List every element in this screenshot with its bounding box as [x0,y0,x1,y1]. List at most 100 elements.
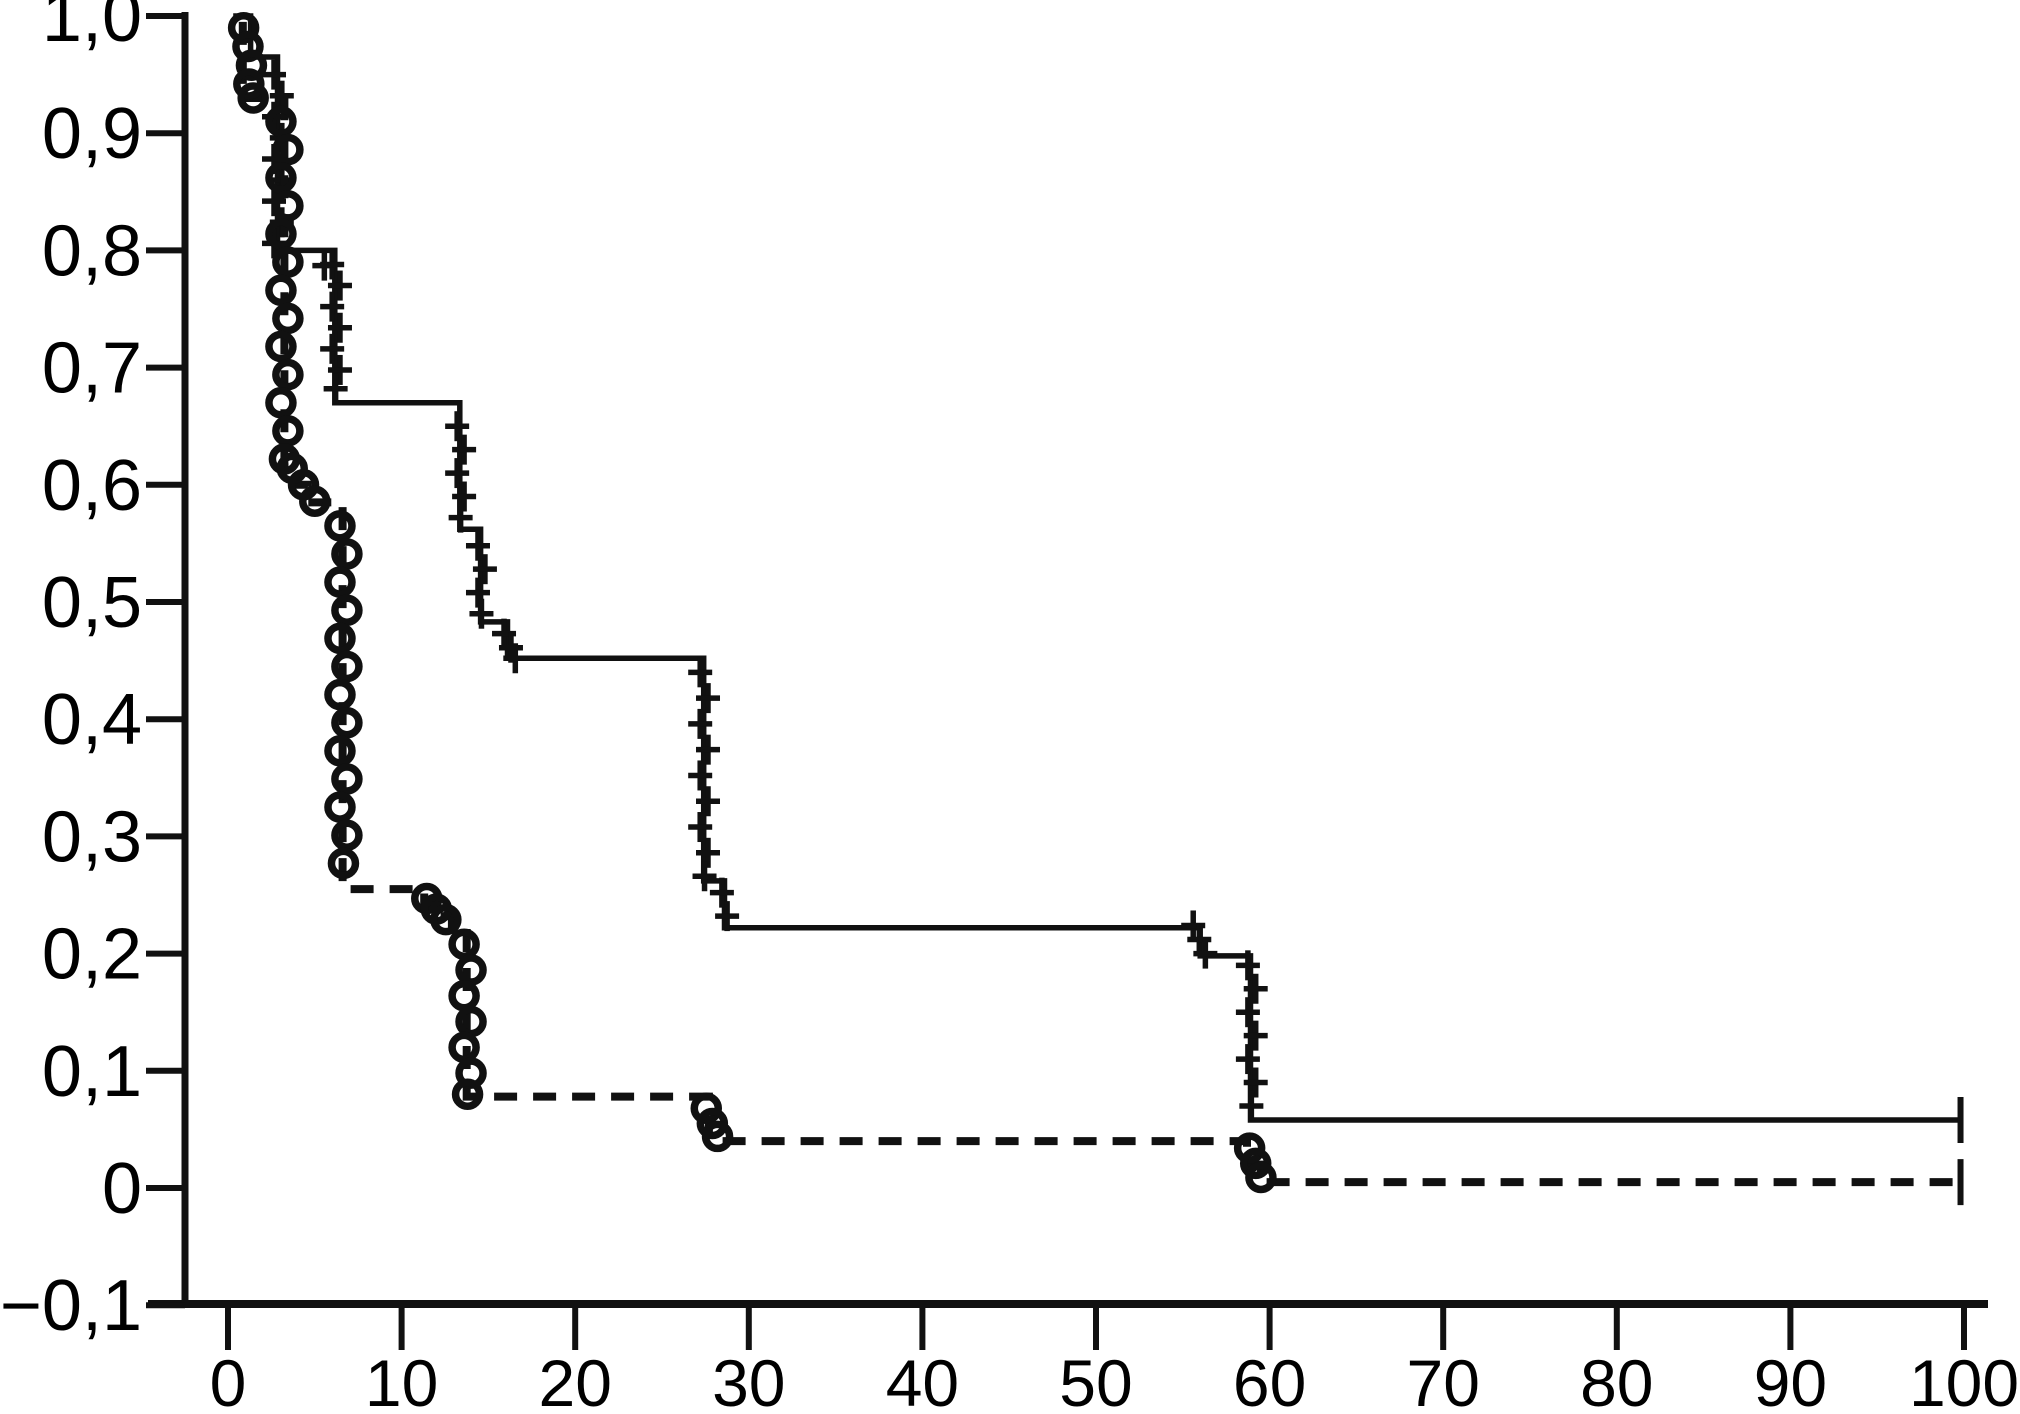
y-axis-tick-label: 0 [102,1149,142,1229]
censor-plus-mark [448,502,473,533]
censor-plus-mark [320,249,345,280]
censor-circle-mark [690,1092,723,1125]
censor-plus-mark [688,708,713,739]
censor-plus-mark [696,683,721,714]
censor-circle-mark [299,485,331,517]
x-axis-tick-label: 40 [886,1346,959,1414]
censor-circle-mark [324,566,356,598]
censor-plus-mark [1193,938,1218,969]
censor-circle-mark [235,49,268,81]
censor-plus-mark [445,458,470,489]
censor-plus-mark [465,577,490,608]
censor-plus-mark [320,333,345,364]
censor-plus-mark [327,354,352,385]
x-axis-tick-label: 30 [712,1346,785,1414]
y-axis-tick-label: 0,2 [42,915,142,995]
y-axis-tick-label: 0,8 [42,211,142,291]
censor-circle-mark [324,791,356,823]
censor-plus-mark [503,643,528,674]
censor-circle-mark [265,330,297,363]
censor-circle-mark [451,1078,484,1110]
x-axis-tick-label: 80 [1580,1346,1653,1414]
censor-plus-mark [1235,997,1260,1028]
censor-circle-mark [331,763,363,795]
censor-plus-mark [327,312,352,343]
x-axis-tick-label: 0 [210,1346,247,1414]
censor-circle-mark [455,954,487,986]
censor-plus-mark [696,786,721,817]
censor-circle-mark [232,30,264,63]
y-axis-tick-label: 1,0 [42,0,142,57]
x-axis-tick-label: 20 [538,1346,611,1414]
censor-circle-mark [272,302,304,335]
x-axis-tick-label: 50 [1059,1346,1132,1414]
censor-circle-mark [265,387,297,419]
censor-circle-mark [430,903,462,936]
censor-circle-mark [455,1005,487,1038]
censor-circle-mark [448,980,480,1012]
censor-plus-mark [452,434,477,465]
y-axis-tick-label: 0,1 [42,1032,142,1112]
censor-circle-mark [324,510,356,542]
censor-circle-mark [331,819,363,851]
censor-plus-mark [472,554,497,585]
censor-plus-mark [469,598,494,629]
x-axis-tick-label: 100 [1909,1346,2019,1414]
censor-circle-mark [272,358,304,391]
censor-plus-mark [1235,950,1260,981]
censor-plus-mark [1239,1090,1264,1121]
x-axis-tick-label: 60 [1233,1346,1306,1414]
censor-plus-mark [688,812,713,843]
censor-plus-mark [262,59,287,90]
censor-circle-mark [265,274,297,306]
y-axis-tick-label: 0,5 [42,563,142,643]
censor-plus-mark [1235,1044,1260,1075]
y-axis-tick-label: 0,9 [42,94,142,174]
censor-circle-mark [272,133,304,166]
censor-circle-mark [331,538,363,570]
censor-plus-mark [452,481,477,512]
censor-plus-mark [327,270,352,301]
censor-plus-mark [323,373,348,404]
censor-plus-mark [692,861,717,892]
y-axis-tick-label: 0,6 [42,446,142,526]
censor-circle-mark [272,246,304,278]
censor-circle-mark [324,622,356,655]
censor-circle-mark [1233,1132,1266,1164]
x-axis-tick-label: 90 [1754,1346,1827,1414]
censor-plus-mark [320,291,345,322]
censor-circle-mark [272,190,304,222]
censor-plus-mark [688,760,713,791]
censor-circle-mark [331,706,363,739]
censor-plus-mark [688,657,713,688]
censor-plus-mark [696,837,721,868]
censor-plus-mark [465,530,490,561]
censor-circle-mark [272,415,304,447]
censor-circle-mark [233,68,265,100]
censor-plus-mark [1243,1020,1268,1051]
y-axis-tick-label: 0,7 [42,329,142,409]
censor-circle-mark [324,678,356,711]
censor-plus-mark [696,734,721,765]
censor-circle-mark [331,650,363,683]
censor-circle-mark [265,161,297,194]
censor-circle-mark [265,218,297,250]
censor-circle-mark [227,11,260,44]
censor-plus-mark [1243,973,1268,1004]
censor-circle-mark [324,735,356,767]
censor-plus-mark [445,411,470,442]
censor-circle-mark [1245,1161,1277,1194]
censor-plus-mark [1243,1067,1268,1098]
censor-plus-mark [715,901,740,932]
y-axis-tick-label: 0,3 [42,797,142,877]
x-axis-tick-label: 10 [365,1346,438,1414]
y-axis-tick-label: −0,1 [0,1266,142,1346]
censor-circle-mark [327,847,360,880]
censor-circle-mark [331,594,363,626]
censor-plus-mark [709,877,734,908]
x-axis-tick-label: 70 [1406,1346,1479,1414]
censor-circle-mark [237,82,269,114]
censor-circle-mark [701,1120,734,1153]
